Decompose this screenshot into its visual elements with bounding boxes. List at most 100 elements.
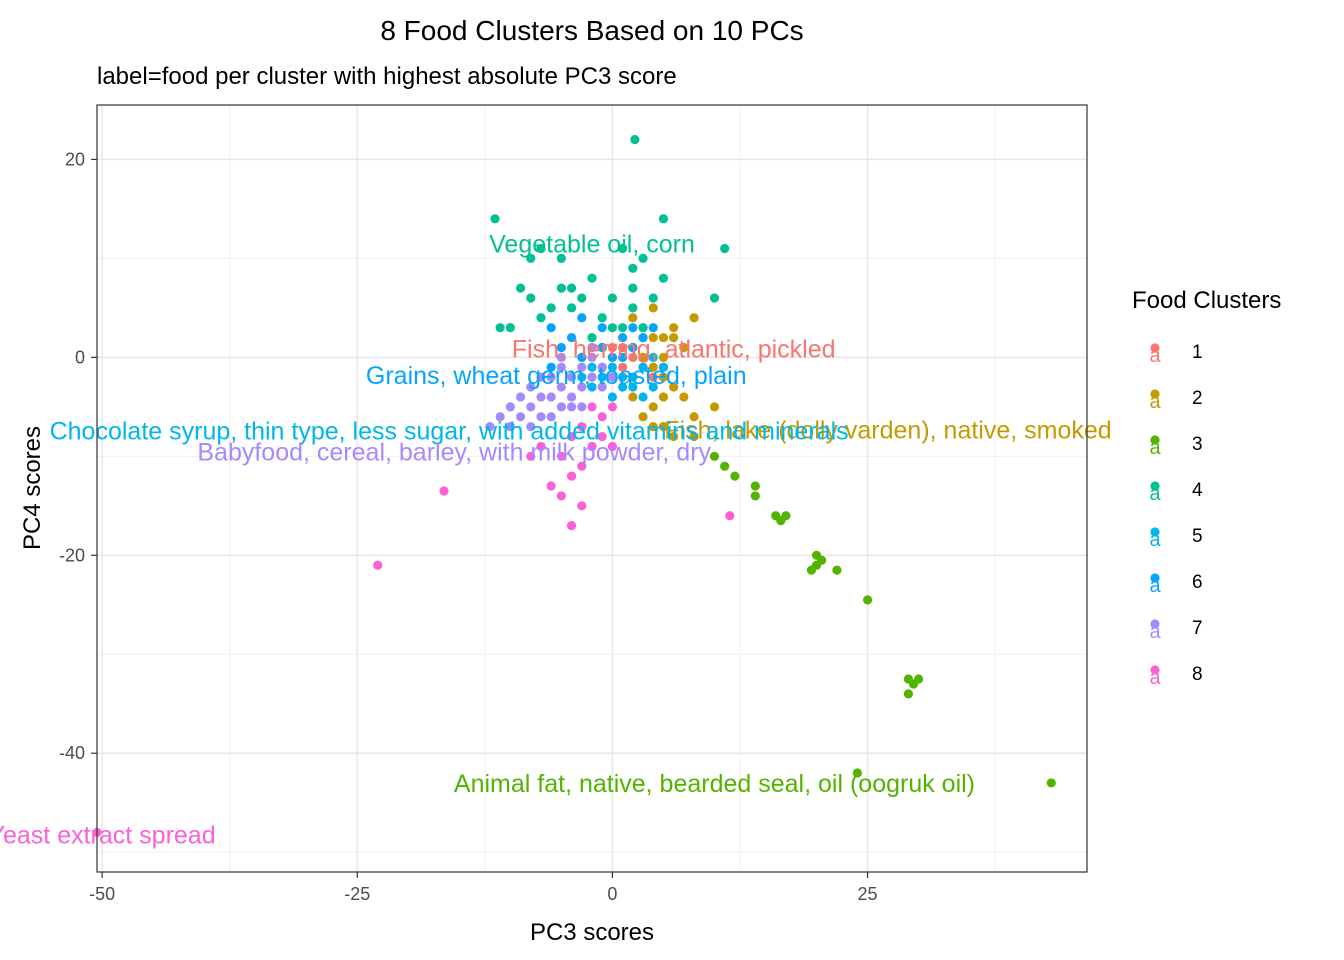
data-point <box>648 382 658 392</box>
legend-title: Food Clusters <box>1132 287 1281 314</box>
data-point <box>556 382 566 392</box>
legend-label-5: 5 <box>1192 526 1203 547</box>
data-point <box>648 352 658 362</box>
data-point <box>638 323 648 333</box>
legend-label-6: 6 <box>1192 572 1203 593</box>
data-point <box>658 214 669 224</box>
data-point <box>485 422 495 432</box>
series-cluster-5 <box>577 352 669 402</box>
data-point <box>669 431 679 442</box>
legend-key-glyph: a <box>1149 575 1161 597</box>
data-point <box>587 342 597 353</box>
legend-label-3: 3 <box>1192 434 1203 455</box>
data-point <box>628 392 638 402</box>
point-label-cluster-6: Grains, wheat germ, toasted, plain <box>366 362 747 390</box>
data-point <box>373 560 383 570</box>
data-point <box>526 451 536 461</box>
data-point <box>781 511 791 521</box>
data-point <box>628 352 638 362</box>
data-point <box>597 412 607 422</box>
x-tick-label: 25 <box>858 884 878 904</box>
data-point <box>648 372 658 382</box>
data-point <box>566 283 577 293</box>
data-point <box>648 323 658 333</box>
y-axis-title: PC4 scores <box>19 426 46 550</box>
data-point <box>628 342 638 353</box>
data-point <box>720 243 730 254</box>
data-point <box>587 352 597 362</box>
data-point <box>546 323 556 333</box>
data-point <box>556 362 566 372</box>
chart-title: 8 Food Clusters Based on 10 PCs <box>380 15 803 46</box>
data-point <box>577 293 587 303</box>
data-point <box>607 352 618 362</box>
data-point <box>526 382 536 392</box>
data-point <box>669 382 679 392</box>
data-point <box>597 372 607 382</box>
legend-key-point <box>1150 343 1160 353</box>
legend-label-7: 7 <box>1192 618 1203 639</box>
legend-label-1: 1 <box>1192 342 1203 363</box>
data-point <box>607 293 618 303</box>
data-point <box>577 422 587 432</box>
legend-key-point <box>1150 389 1160 399</box>
data-point <box>566 402 577 412</box>
data-point <box>587 372 597 382</box>
data-point <box>577 402 587 412</box>
data-point <box>546 372 556 382</box>
data-point <box>526 402 536 412</box>
data-point <box>648 293 658 303</box>
data-point <box>862 595 873 605</box>
data-point <box>648 362 658 372</box>
data-point <box>515 412 526 422</box>
data-point <box>648 402 658 412</box>
data-point <box>556 283 566 293</box>
legend-key-glyph: a <box>1149 667 1161 689</box>
data-point <box>628 303 638 313</box>
legend-key-point <box>1150 435 1160 445</box>
point-label-cluster-7: Babyfood, cereal, barley, with milk powd… <box>197 438 711 466</box>
data-point <box>495 323 505 333</box>
data-point <box>628 323 638 333</box>
data-point <box>556 352 566 362</box>
legend-key-glyph: a <box>1149 391 1161 413</box>
data-point <box>832 565 842 575</box>
data-point <box>679 342 689 353</box>
data-point <box>628 313 638 323</box>
data-point <box>658 362 669 372</box>
legend-key-point <box>1150 665 1160 675</box>
data-point <box>566 372 577 382</box>
data-point <box>628 263 638 273</box>
data-point <box>505 402 515 412</box>
data-point <box>556 451 566 461</box>
data-point <box>556 491 566 501</box>
data-point <box>577 372 587 382</box>
data-point <box>587 362 597 372</box>
point-label-cluster-2: Fish, lake (dolly varden), native, smoke… <box>664 417 1111 445</box>
data-point <box>689 412 699 422</box>
data-point <box>515 283 526 293</box>
data-point <box>536 243 546 254</box>
data-point <box>577 352 587 362</box>
data-point <box>750 481 760 491</box>
data-point <box>597 323 607 333</box>
data-point <box>709 402 720 412</box>
data-point <box>628 372 638 382</box>
data-point <box>607 323 618 333</box>
data-point <box>546 362 556 372</box>
legend-label-8: 8 <box>1192 664 1203 685</box>
data-point <box>556 402 566 412</box>
point-label-cluster-1: Fish, herring, atlantic, pickled <box>512 335 836 363</box>
legend-label-4: 4 <box>1192 480 1203 501</box>
data-point <box>669 323 679 333</box>
legend: Food Clusters a 1 a 2 a 3 a 4 a 5 a 6 a 7 a 8 <box>1132 287 1281 689</box>
data-point <box>597 313 607 323</box>
data-point <box>658 422 669 432</box>
data-point <box>607 372 618 382</box>
data-point <box>730 471 740 481</box>
data-point <box>618 332 628 343</box>
data-point <box>597 342 607 353</box>
legend-key-glyph: a <box>1149 483 1161 505</box>
data-point <box>536 412 546 422</box>
panel-border <box>96 104 1088 873</box>
